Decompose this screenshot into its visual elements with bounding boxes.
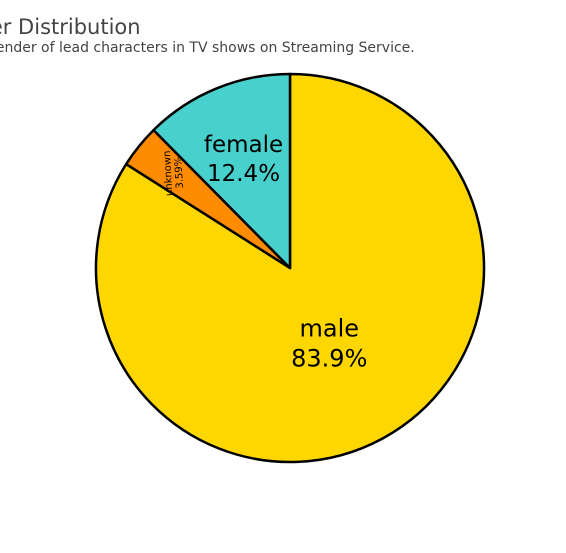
pie-label-unknown: unknown (162, 150, 175, 196)
pie-slice-female[interactable] (152, 72, 292, 270)
chart-title: Gender Distribution (0, 15, 141, 39)
pie-percent-unknown: 3.59% (173, 157, 186, 189)
pie-slices (94, 72, 486, 464)
pie-label-male: male (300, 314, 360, 342)
pie-percent-female: 12.4% (207, 161, 280, 187)
pie-percent-male: 83.9% (291, 344, 367, 372)
pie-label-female: female (204, 132, 283, 158)
chart-subtitle: Gender of lead characters in TV shows on… (0, 40, 415, 56)
